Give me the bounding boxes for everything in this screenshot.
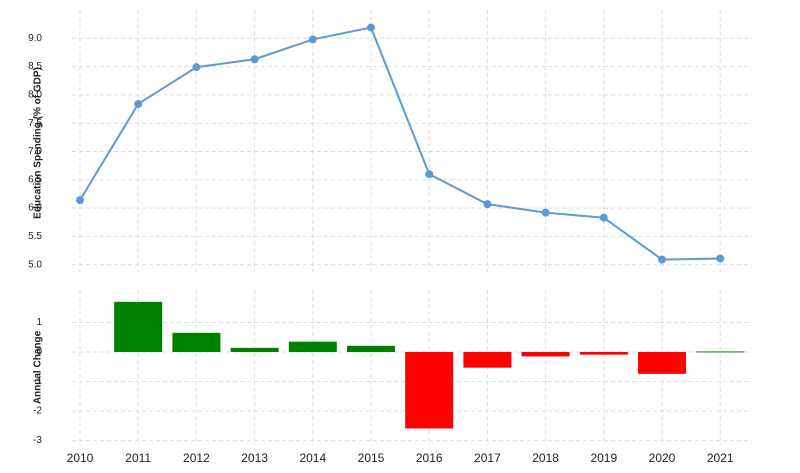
point <box>658 255 666 264</box>
y-tick-label: 7.5 <box>28 118 42 129</box>
x-tick-label: 2021 <box>707 451 734 465</box>
x-tick-label: 2020 <box>649 451 676 465</box>
y-tick-label: 6.5 <box>28 174 42 185</box>
bar <box>347 345 395 352</box>
point <box>483 200 492 209</box>
y-tick-label: 9.0 <box>28 33 42 44</box>
point <box>250 55 259 64</box>
y-tick-label: 8.5 <box>28 61 42 72</box>
bar <box>230 347 279 352</box>
bar <box>405 352 454 429</box>
point <box>367 23 375 32</box>
x-tick-label: 2014 <box>299 451 326 465</box>
point <box>716 254 725 263</box>
point <box>599 213 608 222</box>
bar <box>579 352 628 355</box>
point <box>134 99 143 108</box>
bar <box>288 341 337 352</box>
y-tick-label: 8.0 <box>28 90 42 101</box>
point <box>76 196 84 205</box>
y-tick-label: -1 <box>33 376 42 387</box>
bar <box>521 352 570 357</box>
x-tick-label: 2016 <box>416 451 443 465</box>
point <box>425 170 434 179</box>
x-tick-label: 2010 <box>67 451 94 465</box>
y-tick-label: -3 <box>33 435 42 446</box>
point <box>192 63 201 72</box>
x-tick-label: 2011 <box>125 451 151 465</box>
x-tick-label: 2013 <box>241 451 268 465</box>
y-tick-label: 5.5 <box>28 231 42 242</box>
y-tick-label: -2 <box>33 406 42 417</box>
x-tick-label: 2019 <box>590 451 617 465</box>
y-tick-label: 6.0 <box>28 203 42 214</box>
x-tick-label: 2015 <box>358 451 385 465</box>
y-tick-label: 1 <box>36 317 42 328</box>
bar <box>638 352 686 374</box>
bar <box>696 351 745 353</box>
x-tick-label: 2018 <box>532 451 559 465</box>
bar <box>172 332 221 352</box>
y-axis-label: Annual Change <box>33 330 44 404</box>
x-tick-label: 2012 <box>183 451 210 465</box>
x-tick-label: 2017 <box>474 451 501 465</box>
point <box>541 208 550 217</box>
bar <box>114 301 163 352</box>
line <box>79 26 721 261</box>
y-axis-label: Education Spending (% of GDP) <box>33 67 44 219</box>
y-tick-label: 5.0 <box>28 259 42 270</box>
point <box>308 35 317 44</box>
y-tick-label: 0 <box>36 347 42 358</box>
bar <box>463 352 512 368</box>
y-tick-label: 7.0 <box>28 146 42 157</box>
